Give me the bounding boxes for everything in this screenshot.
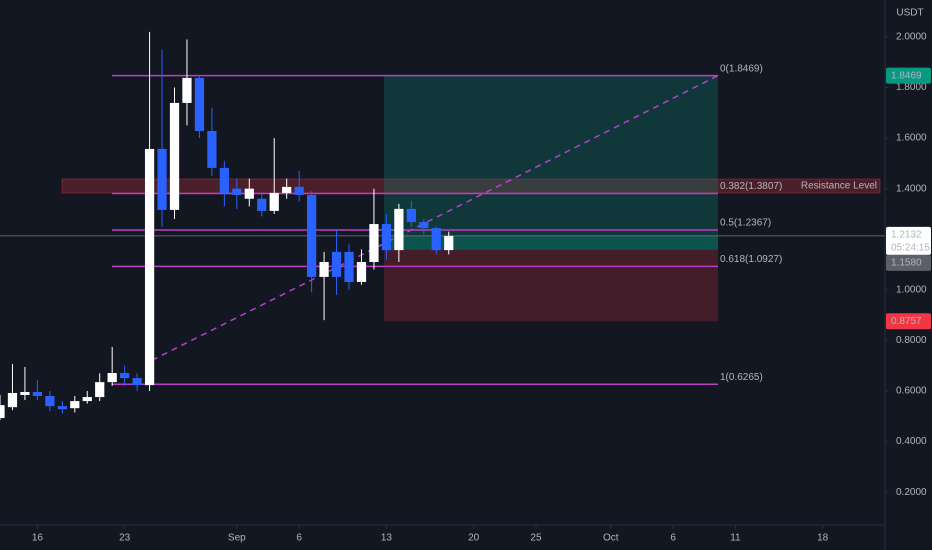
- candle-body: [282, 186, 292, 193]
- candle-body: [232, 188, 242, 195]
- y-tick-label: 1.4000: [896, 183, 927, 194]
- x-tick-label: 23: [119, 533, 131, 544]
- fib-label: 0.382(1.3807): [720, 181, 782, 192]
- candle-body: [269, 192, 279, 211]
- x-tick-label: 18: [817, 533, 829, 544]
- candle-body: [144, 148, 155, 386]
- y-tick-label: 0.6000: [896, 386, 927, 397]
- last-price-box: [886, 226, 931, 255]
- countdown-label: 05:24:15: [891, 243, 930, 254]
- candle-body: [120, 373, 130, 379]
- candle-body: [244, 188, 254, 199]
- candle-body: [157, 148, 167, 210]
- open-profit: [384, 235, 718, 250]
- x-tick-label: Sep: [228, 533, 246, 544]
- candle-body: [406, 208, 416, 223]
- candle-body: [419, 222, 429, 229]
- y-tick-label: 1.6000: [896, 133, 927, 144]
- candle-body: [257, 198, 267, 211]
- candle-body: [307, 194, 317, 277]
- price-label: 0.8757: [891, 316, 922, 327]
- candle-body: [82, 397, 92, 402]
- candle-body: [20, 391, 30, 396]
- price-label: 1.1580: [891, 258, 922, 269]
- candle-body: [132, 378, 142, 386]
- fib-label: 0.5(1.2367): [720, 218, 771, 229]
- candle-body: [294, 186, 304, 195]
- candle-body: [7, 392, 18, 408]
- candle-body: [0, 405, 5, 419]
- profit-zone: [384, 75, 718, 250]
- price-label-box: [886, 254, 931, 271]
- x-tick-label: 11: [730, 533, 741, 544]
- candle-body: [57, 406, 67, 410]
- candle-body: [70, 401, 80, 409]
- candle-body: [394, 208, 404, 251]
- x-tick-label: 25: [530, 533, 542, 544]
- y-tick-label: 0.8000: [896, 335, 927, 346]
- candle-body: [219, 167, 229, 193]
- x-tick-label: Oct: [603, 533, 619, 544]
- axes: 0.20000.40000.60000.80001.00001.20001.40…: [32, 32, 931, 544]
- candle-body: [356, 261, 367, 282]
- fib-label: 0.618(1.0927): [720, 254, 782, 265]
- y-tick-label: 0.4000: [896, 436, 927, 447]
- candle-body: [331, 251, 342, 277]
- candle-body: [194, 77, 205, 131]
- fib-label: 1(0.6265): [720, 372, 763, 383]
- loss-zone: [384, 249, 718, 322]
- candle-body: [107, 373, 117, 383]
- candle-body: [207, 130, 217, 168]
- x-tick-label: 13: [381, 533, 393, 544]
- resistance-label: Resistance Level: [801, 181, 877, 192]
- price-label-box: [886, 67, 931, 84]
- x-tick-label: 6: [670, 533, 676, 544]
- currency: USDT: [896, 8, 923, 19]
- plot-area: Resistance Level 0(1.8469) 0.382(1.3807) 0.…: [0, 31, 885, 421]
- candle-body: [45, 396, 55, 407]
- x-tick-label: 6: [296, 533, 302, 544]
- price-label-box: [886, 313, 931, 330]
- candle-body: [431, 228, 441, 251]
- price-label: 1.8469: [891, 70, 922, 81]
- last-price-label: 1.2132: [891, 230, 922, 241]
- fib-label: 0(1.8469): [720, 63, 763, 74]
- candle-body: [95, 382, 105, 398]
- candle-body: [169, 102, 180, 210]
- candle-body: [319, 261, 329, 277]
- y-tick-label: 2.0000: [896, 32, 927, 43]
- x-tick-label: 16: [32, 533, 44, 544]
- y-tick-label: 1.0000: [896, 284, 927, 295]
- candle-body: [381, 224, 392, 251]
- candle-body: [32, 391, 43, 397]
- y-tick-label: 0.2000: [896, 487, 927, 498]
- candle-body: [344, 251, 354, 282]
- candle-body: [182, 77, 192, 103]
- y-tick-label: 1.8000: [896, 82, 927, 93]
- candle-body: [369, 224, 379, 262]
- candle-body: [444, 235, 454, 251]
- x-tick-label: 20: [468, 533, 480, 544]
